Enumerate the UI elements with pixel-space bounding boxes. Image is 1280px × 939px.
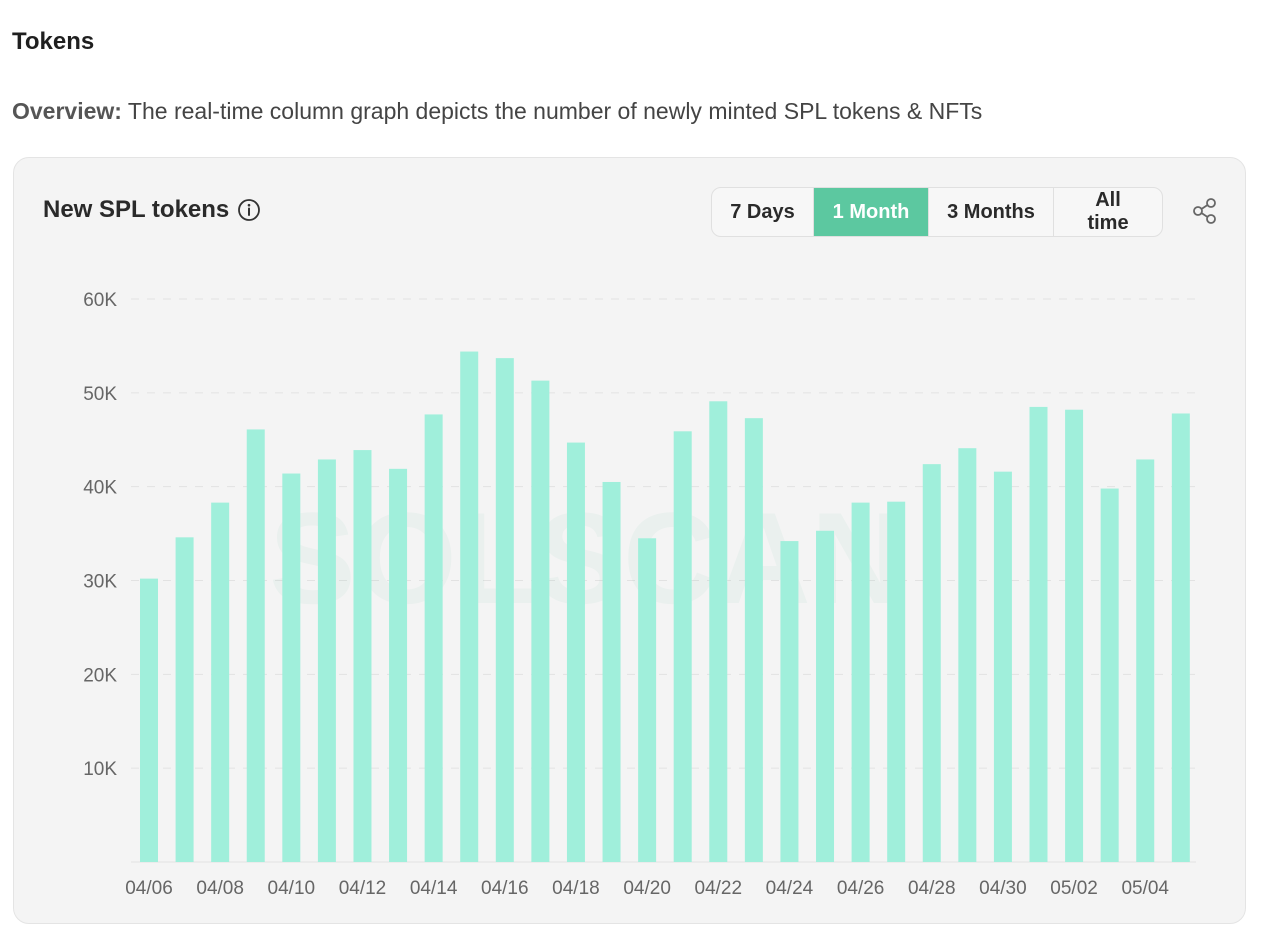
bar-04-16[interactable] — [495, 358, 514, 862]
bar-05-01[interactable] — [1029, 406, 1048, 862]
bar-04-11[interactable] — [317, 459, 336, 862]
range-3-months-button[interactable]: 3 Months — [928, 188, 1053, 236]
bar-04-18[interactable] — [566, 442, 585, 862]
x-tick-label: 04/18 — [552, 878, 600, 899]
y-tick-label: 10K — [83, 759, 117, 780]
bar-04-07[interactable] — [175, 537, 194, 862]
x-tick-label: 04/22 — [695, 878, 743, 899]
bar-04-14[interactable] — [424, 414, 443, 862]
range-7-days-button[interactable]: 7 Days — [712, 188, 813, 236]
overview-label: Overview: — [12, 98, 122, 124]
y-tick-label: 50K — [83, 384, 117, 405]
bar-05-02[interactable] — [1065, 409, 1084, 862]
bar-04-08[interactable] — [211, 502, 230, 862]
y-tick-label: 40K — [83, 478, 117, 499]
x-tick-label: 04/06 — [125, 878, 173, 899]
bar-04-23[interactable] — [744, 418, 763, 862]
bar-04-25[interactable] — [816, 530, 835, 862]
bar-04-06[interactable] — [140, 578, 158, 862]
x-tick-label: 04/10 — [268, 878, 316, 899]
x-tick-label: 04/14 — [410, 878, 458, 899]
x-tick-label: 05/02 — [1050, 878, 1098, 899]
bar-04-21[interactable] — [673, 431, 692, 862]
bar-04-24[interactable] — [780, 541, 799, 862]
bar-04-10[interactable] — [282, 473, 301, 862]
y-tick-label: 60K — [83, 290, 117, 311]
x-tick-label: 04/16 — [481, 878, 529, 899]
bar-04-26[interactable] — [851, 502, 870, 862]
y-tick-label: 20K — [83, 665, 117, 686]
range-all-time-button[interactable]: All time — [1053, 188, 1162, 236]
bar-05-05[interactable] — [1171, 413, 1190, 862]
range-1-month-button[interactable]: 1 Month — [813, 188, 928, 236]
grid-lines — [131, 298, 1196, 863]
bar-04-22[interactable] — [709, 401, 728, 862]
x-tick-label: 04/26 — [837, 878, 885, 899]
watermark-logo: SOLSCAN — [269, 485, 905, 631]
x-tick-label: 05/04 — [1121, 878, 1169, 899]
y-axis: 10K 20K 30K 40K 50K 60K — [83, 290, 117, 780]
x-tick-label: 04/30 — [979, 878, 1027, 899]
x-axis: 04/06 04/08 04/10 04/12 04/14 04/16 04/18 04/20… — [125, 878, 1169, 899]
bar-04-09[interactable] — [246, 429, 265, 862]
overview-text: Overview: The real-time column graph dep… — [12, 98, 982, 125]
bar-04-20[interactable] — [638, 538, 657, 862]
chart-title: New SPL tokens — [43, 196, 261, 224]
chart-title-text: New SPL tokens — [43, 196, 230, 223]
bar-04-29[interactable] — [958, 448, 977, 862]
bar-04-27[interactable] — [887, 501, 906, 862]
section-title: Tokens — [12, 28, 95, 55]
x-tick-label: 04/24 — [766, 878, 814, 899]
chart-card: New SPL tokens 7 Days 1 Month 3 Months A… — [13, 157, 1246, 924]
overview-description: The real-time column graph depicts the n… — [121, 98, 983, 124]
bar-04-13[interactable] — [389, 468, 408, 862]
x-tick-label: 04/08 — [196, 878, 244, 899]
bar-04-28[interactable] — [922, 464, 941, 862]
bar-04-12[interactable] — [353, 450, 372, 862]
bar-04-30[interactable] — [993, 471, 1012, 862]
bar-04-15[interactable] — [460, 351, 479, 862]
x-tick-label: 04/12 — [339, 878, 387, 899]
watermark: SOLSCAN — [269, 485, 905, 631]
x-tick-label: 04/28 — [908, 878, 956, 899]
bars — [140, 351, 1190, 862]
bar-04-19[interactable] — [602, 481, 621, 862]
x-tick-label: 04/20 — [623, 878, 671, 899]
share-icon[interactable] — [1190, 196, 1220, 226]
y-tick-label: 30K — [83, 572, 117, 593]
bar-05-04[interactable] — [1136, 459, 1155, 862]
bar-05-03[interactable] — [1100, 488, 1119, 862]
bar-04-17[interactable] — [531, 380, 550, 862]
time-range-selector: 7 Days 1 Month 3 Months All time — [711, 187, 1163, 237]
info-circle-icon[interactable] — [237, 198, 261, 222]
